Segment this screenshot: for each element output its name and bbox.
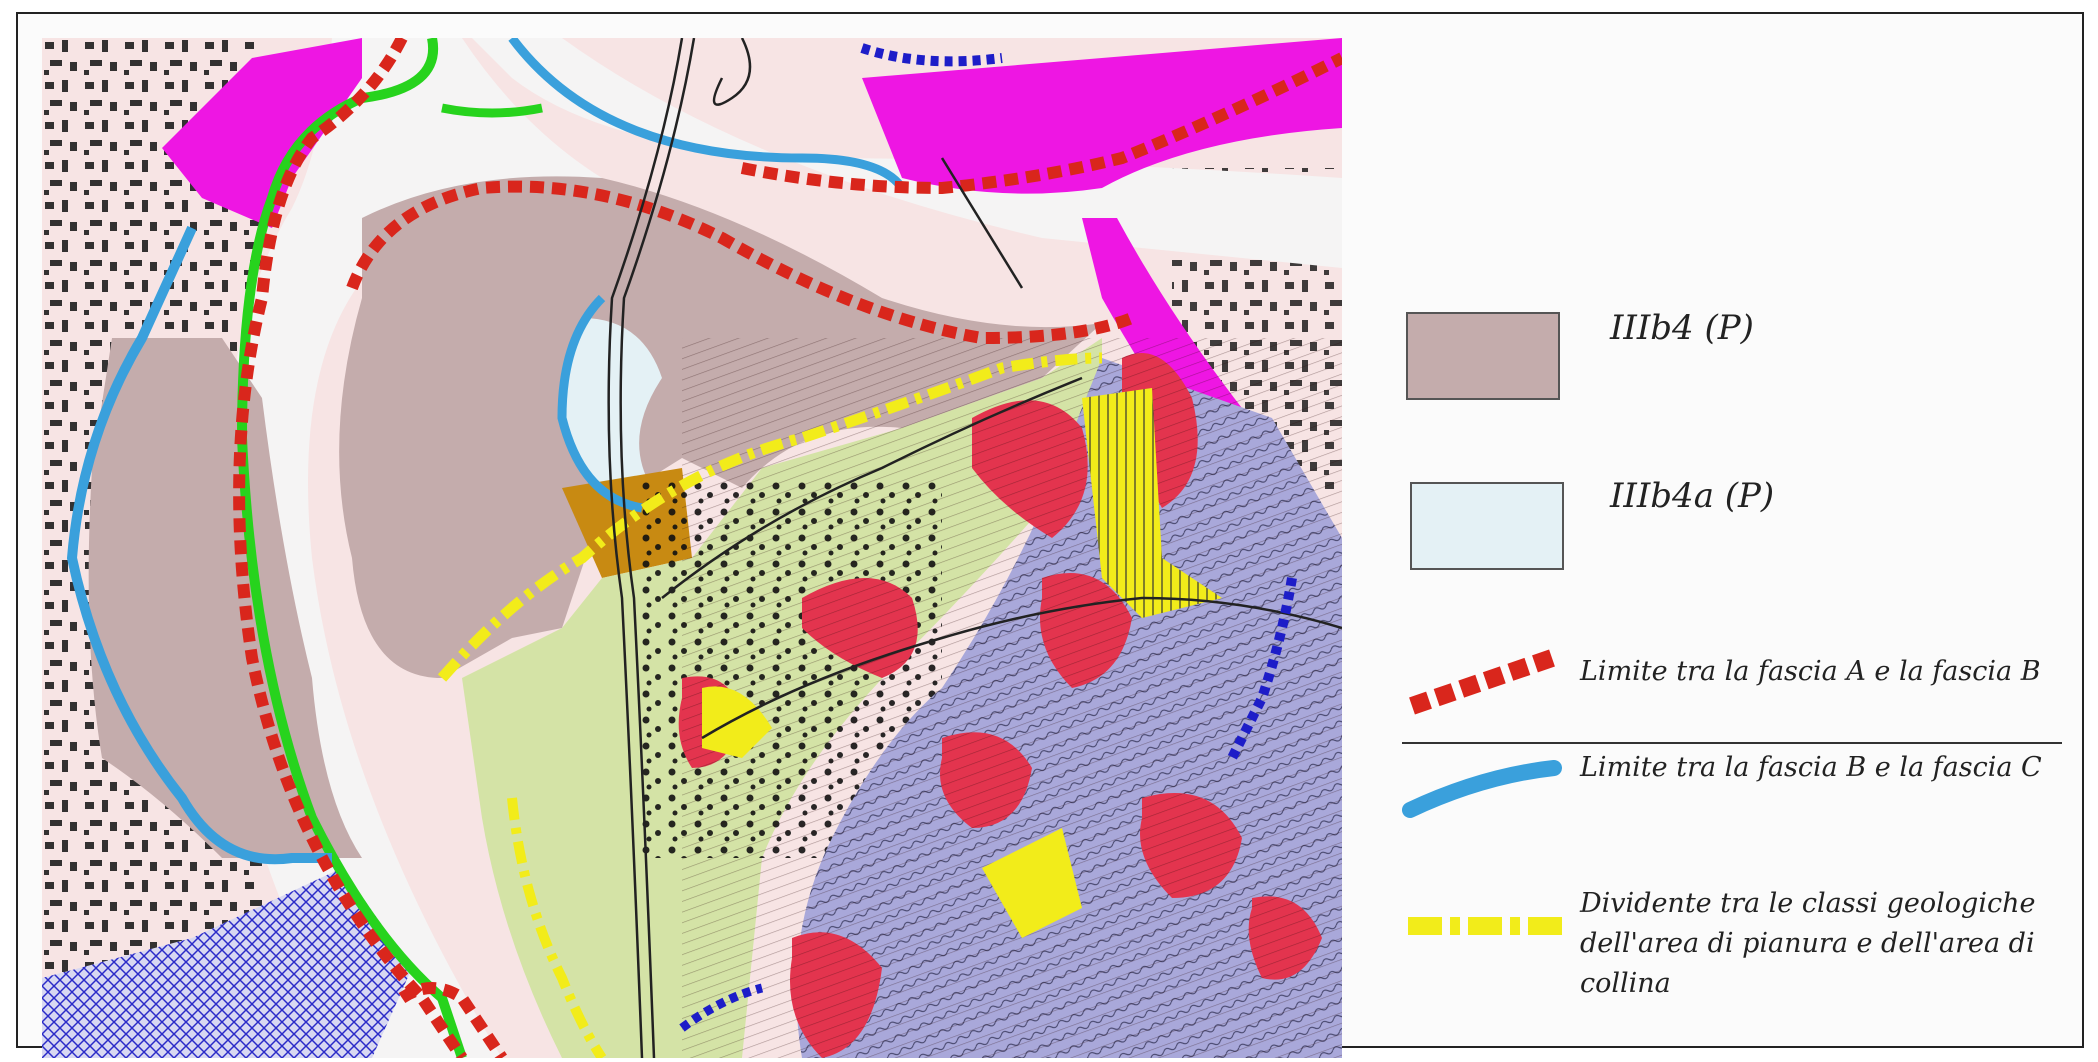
limit-a-b-line-north <box>740 52 1342 195</box>
blue-dashed-segment-east <box>1227 577 1297 761</box>
legend-swatch-iiib4 <box>1406 312 1560 400</box>
yellow-zone-southeast <box>982 828 1082 938</box>
plain-hill-divider-south <box>507 797 607 1058</box>
magenta-zone-north <box>862 38 1342 194</box>
figure-frame: IIIb4 (P) IIIb4a (P) Limite tra la fasci… <box>16 12 2084 1058</box>
legend-symbol-limit-b-c <box>1402 760 1562 818</box>
river-channel <box>292 38 1342 268</box>
legend-label-iiib4: IIIb4 (P) <box>1610 308 1754 348</box>
blue-hatched-overlay <box>42 868 412 1058</box>
yellow-zone-hill <box>702 686 772 758</box>
hazard-hatching <box>682 338 1342 1058</box>
limit-a-b-line-center <box>346 180 1135 345</box>
legend-symbol-limit-a-b <box>1409 649 1555 715</box>
limit-a-b-line-south <box>398 982 507 1058</box>
blue-dashed-segment-north <box>860 43 1003 67</box>
roads <box>607 38 1342 1058</box>
zone-iiib4-west <box>88 338 363 858</box>
legend-divider <box>1402 742 2062 744</box>
map-legend: IIIb4 (P) IIIb4a (P) Limite tra la fasci… <box>1348 26 2098 1062</box>
magenta-zone-nw <box>162 38 362 228</box>
blue-dashed-segment-south <box>679 983 764 1032</box>
limit-b-c-line-river <box>508 38 906 191</box>
legend-symbol-plain-hill-divider <box>1408 917 1566 935</box>
legend-label-iiib4a: IIIb4a (P) <box>1610 476 1775 516</box>
limit-b-c-line <box>66 225 332 865</box>
legend-swatch-iiib4a <box>1410 482 1564 570</box>
geological-map[interactable] <box>42 38 1342 1058</box>
limit-b-c-line-center <box>557 294 643 513</box>
plain-hill-divider <box>437 352 1103 682</box>
legend-label-plain-hill-divider: Dividente tra le classi geologiche dell'… <box>1580 888 2036 999</box>
legend-label-limit-b-c: Limite tra la fascia B e la fascia C <box>1580 752 2042 783</box>
legend-label-limit-a-b: Limite tra la fascia A e la fascia B <box>1580 656 2041 687</box>
zone-iiib4a <box>562 318 662 508</box>
green-boundary-top <box>441 103 543 118</box>
yellow-hatch-overlay <box>1082 388 1222 618</box>
